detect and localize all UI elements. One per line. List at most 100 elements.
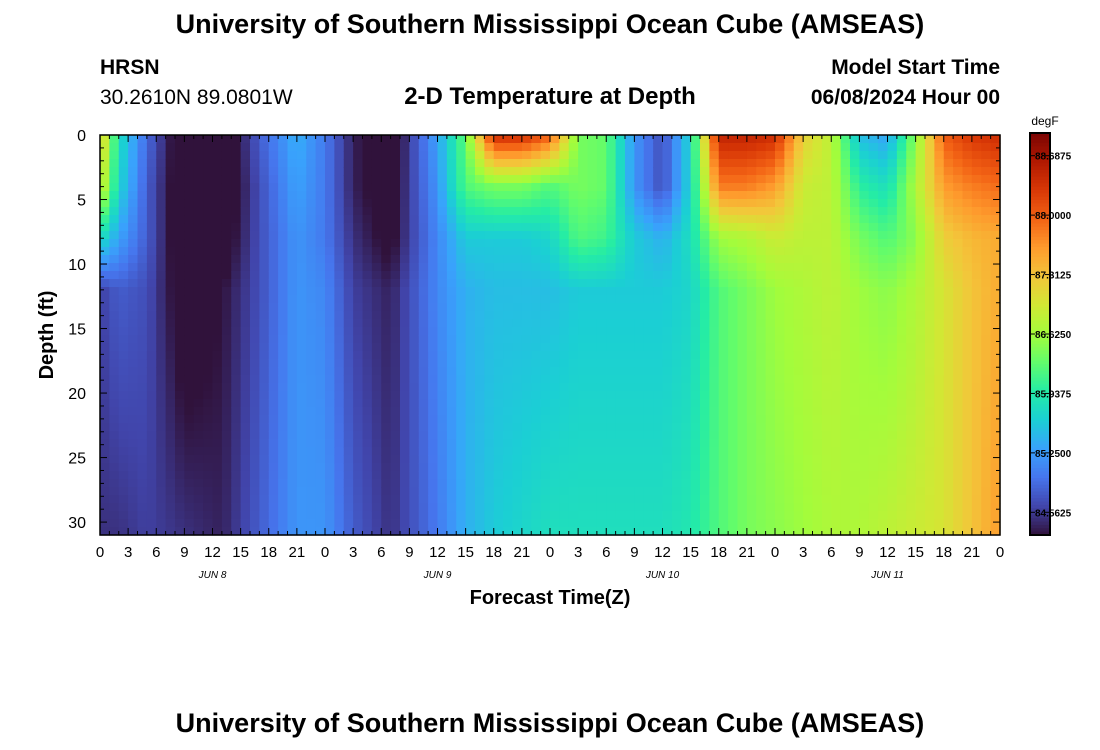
heatmap-cell (953, 439, 964, 448)
heatmap-cell (718, 455, 729, 464)
heatmap-cell (437, 367, 448, 376)
heatmap-cell (156, 263, 167, 272)
heatmap-cell (606, 303, 617, 312)
heatmap-cell (437, 239, 448, 248)
heatmap-cell (587, 327, 598, 336)
heatmap-cell (643, 431, 654, 440)
heatmap-cell (746, 407, 757, 416)
heatmap-cell (578, 431, 589, 440)
heatmap-cell (287, 399, 298, 408)
heatmap-cell (128, 135, 139, 144)
heatmap-cell (615, 487, 626, 496)
heatmap-cell (700, 359, 710, 368)
heatmap-cell (128, 439, 139, 448)
heatmap-cell (896, 399, 907, 408)
heatmap-cell (868, 319, 879, 328)
heatmap-cell (831, 311, 842, 320)
heatmap-cell (400, 207, 410, 216)
heatmap-cell (390, 319, 401, 328)
heatmap-cell (859, 271, 870, 280)
heatmap-cell (568, 263, 579, 272)
heatmap-cell (662, 503, 673, 512)
heatmap-cell (587, 255, 598, 264)
heatmap-cell (315, 391, 326, 400)
heatmap-cell (775, 487, 785, 496)
heatmap-cell (465, 343, 476, 352)
heatmap-cell (315, 207, 326, 216)
heatmap-cell (625, 191, 635, 200)
heatmap-cell (671, 215, 682, 224)
heatmap-cell (812, 335, 823, 344)
heatmap-cell (596, 199, 607, 208)
heatmap-cell (512, 463, 523, 472)
heatmap-cell (268, 423, 279, 432)
heatmap-cell (381, 231, 392, 240)
heatmap-cell (409, 479, 420, 488)
heatmap-cell (493, 191, 504, 200)
heatmap-cell (934, 455, 945, 464)
heatmap-cell (906, 135, 917, 144)
heatmap-cell (146, 447, 157, 456)
heatmap-cell (381, 391, 392, 400)
heatmap-cell (700, 279, 710, 288)
heatmap-cell (615, 423, 626, 432)
heatmap-cell (343, 215, 354, 224)
heatmap-cell (268, 319, 279, 328)
heatmap-cell (493, 263, 504, 272)
heatmap-cell (193, 431, 204, 440)
heatmap-cell (465, 495, 476, 504)
heatmap-cell (821, 439, 832, 448)
heatmap-cell (287, 351, 298, 360)
heatmap-cell (296, 479, 307, 488)
heatmap-cell (615, 367, 626, 376)
heatmap-cell (709, 287, 720, 296)
heatmap-cell (203, 423, 214, 432)
heatmap-cell (718, 351, 729, 360)
heatmap-cell (296, 335, 307, 344)
heatmap-cell (868, 287, 879, 296)
heatmap-cell (878, 303, 889, 312)
heatmap-cell (371, 183, 382, 192)
heatmap-cell (634, 183, 645, 192)
heatmap-cell (681, 247, 692, 256)
heatmap-cell (118, 199, 129, 208)
heatmap-cell (428, 487, 439, 496)
heatmap-cell (915, 375, 926, 384)
heatmap-cell (737, 199, 748, 208)
heatmap-cell (896, 447, 907, 456)
heatmap-cell (156, 255, 167, 264)
heatmap-cell (962, 479, 973, 488)
heatmap-cell (325, 431, 335, 440)
heatmap-cell (156, 415, 167, 424)
heatmap-cell (428, 207, 439, 216)
heatmap-cell (831, 223, 842, 232)
heatmap-cell (878, 279, 889, 288)
heatmap-cell (137, 479, 148, 488)
heatmap-cell (578, 503, 589, 512)
heatmap-cell (634, 159, 645, 168)
heatmap-cell (128, 143, 139, 152)
heatmap-cell (521, 391, 532, 400)
heatmap-cell (803, 423, 814, 432)
heatmap-cell (700, 367, 710, 376)
heatmap-cell (700, 447, 710, 456)
heatmap-cell (953, 391, 964, 400)
heatmap-cell (990, 271, 1001, 280)
heatmap-cell (146, 255, 157, 264)
heatmap-cell (446, 279, 457, 288)
heatmap-cell (981, 271, 992, 280)
heatmap-cell (709, 431, 720, 440)
heatmap-cell (353, 519, 364, 528)
heatmap-cell (484, 415, 495, 424)
heatmap-cell (925, 391, 935, 400)
heatmap-cell (643, 519, 654, 528)
heatmap-cell (371, 143, 382, 152)
heatmap-cell (212, 303, 223, 312)
heatmap-cell (625, 143, 635, 152)
heatmap-cell (925, 239, 935, 248)
heatmap-cell (718, 167, 729, 176)
heatmap-cell (531, 287, 542, 296)
heatmap-cell (550, 399, 560, 408)
heatmap-cell (175, 511, 185, 520)
heatmap-cell (146, 351, 157, 360)
